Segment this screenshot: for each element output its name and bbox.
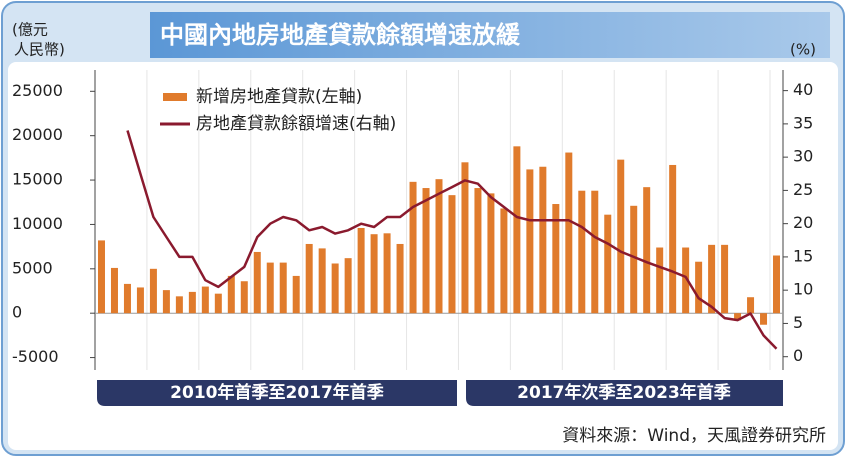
y2-tick-label: 35: [793, 113, 813, 132]
bar: [357, 227, 365, 314]
bar: [188, 291, 196, 314]
bar: [201, 286, 209, 314]
bar: [760, 313, 768, 325]
bar: [292, 275, 300, 314]
bar: [123, 283, 131, 314]
bar: [240, 281, 248, 314]
chart-title: 中國內地房地產貸款餘額增速放緩: [160, 21, 521, 49]
bar: [604, 214, 612, 314]
bar: [266, 262, 274, 314]
bar: [682, 247, 690, 314]
y-tick-label: 15000: [12, 170, 63, 189]
bar: [526, 169, 534, 314]
period-band: [97, 380, 457, 406]
y-tick-label: -5000: [12, 347, 59, 366]
bar: [383, 233, 391, 314]
y2-tick-label: 0: [793, 346, 803, 365]
bar: [214, 293, 222, 314]
y2-tick-label: 20: [793, 213, 813, 232]
bar: [656, 247, 664, 314]
y-tick-label: 5000: [12, 258, 53, 277]
bar: [773, 255, 781, 314]
y2-label: (%): [790, 41, 816, 59]
line: [126, 130, 778, 350]
bar: [409, 181, 417, 314]
period-label: 2017年次季至2023年首季: [517, 382, 731, 403]
bar: [474, 188, 482, 314]
bar: [162, 290, 170, 314]
bar: [253, 251, 261, 314]
bar: [279, 262, 287, 314]
bar: [669, 164, 677, 314]
y-tick-label: 20000: [12, 125, 63, 144]
y-label: 人民幣): [14, 41, 65, 59]
bar: [422, 188, 430, 314]
bar: [487, 193, 495, 314]
y2-tick-label: 15: [793, 246, 813, 265]
y2-tick-label: 25: [793, 180, 813, 199]
bar: [630, 205, 638, 314]
bar: [305, 243, 313, 314]
bar: [708, 244, 716, 314]
bar: [461, 162, 469, 314]
y-tick-label: 0: [12, 303, 22, 322]
bar: [370, 234, 378, 314]
bar: [97, 240, 105, 314]
bar: [110, 267, 118, 314]
bar: [565, 152, 573, 314]
bar: [227, 275, 235, 314]
bar: [318, 248, 326, 314]
bar: [136, 287, 144, 314]
source: 資料來源：Wind，天風證券研究所: [562, 426, 826, 446]
bar: [149, 268, 157, 314]
y-label: (億元: [12, 21, 48, 39]
bar: [435, 179, 443, 314]
bar: [396, 243, 404, 314]
bar: [552, 204, 560, 314]
bar: [331, 263, 339, 314]
bar: [734, 313, 742, 321]
bar: [721, 244, 729, 314]
bar: [175, 296, 183, 314]
y2-tick-label: 40: [793, 80, 813, 99]
legend-label: 新增房地產貸款(左軸): [196, 87, 362, 107]
bar: [643, 187, 651, 314]
bar: [513, 146, 521, 314]
y-tick-label: 10000: [12, 214, 63, 233]
bar: [578, 190, 586, 314]
title-bar: [150, 12, 830, 58]
bar: [539, 166, 547, 314]
period-label: 2010年首季至2017年首季: [170, 382, 384, 403]
bar: [344, 258, 352, 314]
legend-label: 房地產貸款餘額增速(右軸): [196, 114, 396, 134]
bar: [591, 190, 599, 314]
legend-swatch: [163, 93, 187, 101]
bar: [747, 297, 755, 314]
bar: [448, 195, 456, 314]
y-tick-label: 25000: [12, 81, 63, 100]
bar: [695, 261, 703, 314]
y2-tick-label: 5: [793, 313, 803, 332]
period-band: [466, 380, 783, 406]
y2-tick-label: 30: [793, 147, 813, 166]
bar: [500, 208, 508, 314]
bar: [617, 159, 625, 314]
y2-tick-label: 10: [793, 280, 813, 299]
